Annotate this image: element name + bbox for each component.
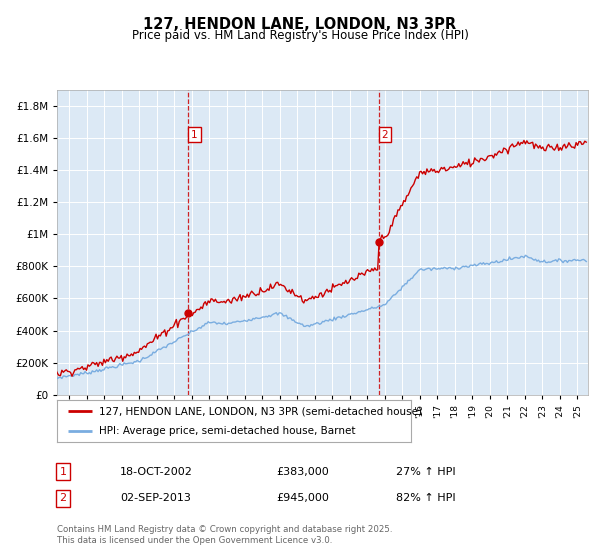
Text: 127, HENDON LANE, LONDON, N3 3PR (semi-detached house): 127, HENDON LANE, LONDON, N3 3PR (semi-d… bbox=[100, 407, 422, 416]
Text: 18-OCT-2002: 18-OCT-2002 bbox=[120, 466, 193, 477]
Text: 2: 2 bbox=[59, 493, 67, 503]
Text: 82% ↑ HPI: 82% ↑ HPI bbox=[396, 493, 455, 503]
Text: 27% ↑ HPI: 27% ↑ HPI bbox=[396, 466, 455, 477]
Text: 1: 1 bbox=[59, 466, 67, 477]
Text: 2: 2 bbox=[382, 129, 388, 139]
Text: HPI: Average price, semi-detached house, Barnet: HPI: Average price, semi-detached house,… bbox=[100, 427, 356, 436]
Text: Contains HM Land Registry data © Crown copyright and database right 2025.
This d: Contains HM Land Registry data © Crown c… bbox=[57, 525, 392, 545]
Text: £945,000: £945,000 bbox=[276, 493, 329, 503]
Text: 127, HENDON LANE, LONDON, N3 3PR: 127, HENDON LANE, LONDON, N3 3PR bbox=[143, 17, 457, 32]
Text: 1: 1 bbox=[191, 129, 197, 139]
Text: £383,000: £383,000 bbox=[276, 466, 329, 477]
Text: Price paid vs. HM Land Registry's House Price Index (HPI): Price paid vs. HM Land Registry's House … bbox=[131, 29, 469, 42]
Text: 02-SEP-2013: 02-SEP-2013 bbox=[120, 493, 191, 503]
Bar bbox=[188, 90, 379, 395]
